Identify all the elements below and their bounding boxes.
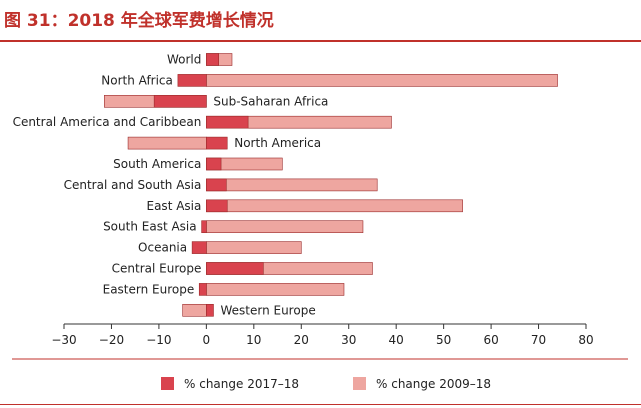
category-label-south-east-asia: South East Asia <box>103 220 197 234</box>
x-tick-label: −10 <box>146 333 171 347</box>
legend-label-2017-18: % change 2017–18 <box>184 377 299 391</box>
category-label-oceania: Oceania <box>138 241 187 255</box>
category-label-central-europe: Central Europe <box>112 262 202 276</box>
series-2009-18-bars <box>104 53 558 317</box>
category-label-central-and-south-asia: Central and South Asia <box>64 178 202 192</box>
x-tick-label: 10 <box>246 333 261 347</box>
category-label-east-asia: East Asia <box>147 199 202 213</box>
bar-2009-18-east-asia <box>206 199 463 213</box>
bar-2017-18-north-africa <box>177 74 207 87</box>
category-label-central-america-and-caribbean: Central America and Caribbean <box>13 115 202 129</box>
bar-2017-18-sub-saharan-africa <box>153 95 207 108</box>
bar-2017-18-south-east-asia <box>201 220 207 233</box>
bar-2009-18-oceania <box>206 241 302 254</box>
category-label-north-africa: North Africa <box>101 73 173 87</box>
x-tick-label: −30 <box>51 333 76 347</box>
bottom-divider <box>0 404 641 405</box>
bar-2009-18-north-america <box>127 136 207 150</box>
x-tick-label: 70 <box>531 333 546 347</box>
x-tick-label: 40 <box>389 333 404 347</box>
bar-2017-18-central-america-and-caribbean <box>206 115 249 129</box>
bar-2009-18-eastern-europe <box>206 283 345 296</box>
category-labels: World North Africa Sub-Saharan Africa Centr… <box>13 53 329 318</box>
x-tick-label: 30 <box>341 333 356 347</box>
x-tick-label: 80 <box>578 333 593 347</box>
x-tick-label: 50 <box>436 333 451 347</box>
legend-label-2009-18: % change 2009–18 <box>376 377 491 391</box>
category-label-south-america: South America <box>113 157 201 171</box>
bar-2017-18-north-america <box>206 136 228 150</box>
bar-2017-18-oceania <box>191 241 207 254</box>
bar-2009-18-central-and-south-asia <box>206 178 378 192</box>
bar-2009-18-western-europe <box>182 303 207 317</box>
bar-2017-18-central-and-south-asia <box>206 178 227 192</box>
x-tick-label: 0 <box>203 333 211 347</box>
bar-2017-18-south-america <box>206 157 222 171</box>
series-2017-18-bars <box>153 53 264 317</box>
category-label-eastern-europe: Eastern Europe <box>103 282 195 296</box>
category-label-world: World <box>167 53 201 67</box>
legend-swatch-2017-18 <box>161 377 174 390</box>
category-label-north-america: North America <box>234 136 321 150</box>
bar-2017-18-eastern-europe <box>198 283 207 296</box>
bar-2017-18-east-asia <box>206 199 228 213</box>
category-label-western-europe: Western Europe <box>220 303 315 317</box>
category-label-sub-saharan-africa: Sub-Saharan Africa <box>213 94 328 108</box>
legend-swatch-2009-18 <box>353 377 366 390</box>
legend: % change 2017–18 % change 2009–18 <box>161 377 491 391</box>
figure-title: 图 31：2018 年全球军费增长情况 <box>4 11 274 31</box>
x-tick-label: −20 <box>99 333 124 347</box>
bar-2009-18-south-east-asia <box>206 220 364 233</box>
bar-2017-18-western-europe <box>206 303 214 317</box>
x-tick-label: 20 <box>294 333 309 347</box>
x-axis: −30 −20 −10 0 10 20 30 40 50 60 70 80 <box>51 323 594 347</box>
bar-2009-18-north-africa <box>206 74 558 87</box>
bar-2017-18-world <box>206 53 220 66</box>
bar-2017-18-central-europe <box>206 262 264 275</box>
x-tick-label: 60 <box>483 333 498 347</box>
title-divider <box>0 40 641 42</box>
